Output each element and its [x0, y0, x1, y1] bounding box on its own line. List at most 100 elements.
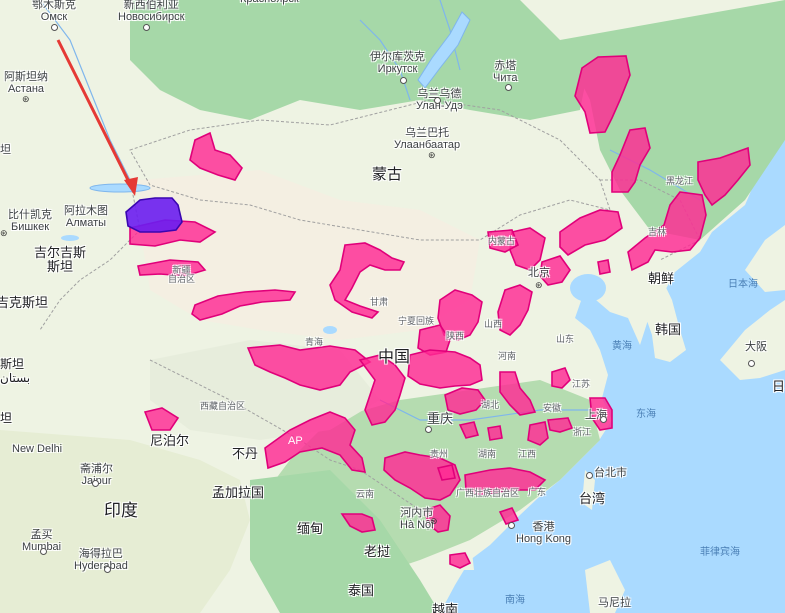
label-almaty-kz: Алматы — [65, 216, 107, 229]
highlight-region-liaoning[interactable] — [559, 209, 623, 257]
highlight-region-guizhou[interactable] — [383, 451, 461, 501]
taiwan-island — [582, 470, 595, 510]
label-xinjiang-1: 新疆 — [172, 265, 191, 275]
highlight-region-tibet-west[interactable] — [143, 407, 180, 431]
label-shanxi: 山西 — [484, 319, 503, 329]
highlight-region-tibet-east[interactable] — [264, 411, 367, 473]
label-chita: 赤塔 Чита — [493, 60, 518, 84]
label-philippine-sea: 菲律宾海 — [700, 547, 740, 558]
highlight-region-xinjiang-north[interactable] — [189, 131, 243, 181]
qinghai-lake — [323, 326, 337, 334]
highlight-region-guangdong[interactable] — [464, 467, 547, 496]
label-new-delhi: New Delhi — [12, 443, 63, 455]
southeast-asia-forest — [250, 470, 440, 613]
label-japan: 日本 — [772, 379, 785, 394]
city-dot-omsk — [51, 24, 58, 31]
highlight-region-hubei-east[interactable] — [499, 371, 537, 416]
philippines-land — [585, 560, 625, 613]
label-gansu: 甘肃 — [370, 297, 389, 307]
highlight-region-anhui[interactable] — [551, 367, 571, 389]
highlight-region-heilongjiang[interactable] — [611, 127, 651, 193]
label-qinghai: 青海 — [305, 337, 324, 347]
highlight-region-northeast-top[interactable] — [574, 55, 631, 134]
label-omsk: 鄂木斯克 Омск — [32, 0, 76, 23]
highlight-region-guangxi[interactable] — [424, 504, 451, 533]
city-dot-chita — [505, 84, 512, 91]
capital-star-astana: ⊛ — [22, 94, 30, 104]
highlight-region-hebei[interactable] — [509, 227, 546, 271]
label-hyderabad-cn: 海得拉巴 — [78, 548, 123, 560]
label-ap-partial: AP — [288, 435, 303, 447]
label-korea-south: 韩国 — [655, 322, 682, 337]
label-irkutsk-ru: Иркутск — [377, 62, 418, 75]
label-manila: 马尼拉 — [598, 597, 631, 609]
highlight-region-sichuan[interactable] — [358, 354, 406, 426]
label-guizhou: 贵州 — [430, 449, 449, 459]
label-hunan: 湖南 — [478, 449, 497, 459]
label-almaty: 阿拉木图 Алматы — [64, 205, 108, 229]
selected-region[interactable] — [125, 197, 183, 233]
highlight-region-beijing[interactable] — [539, 255, 571, 286]
label-mumbai-en: Mumbai — [22, 540, 62, 553]
label-guangdong: 广东 — [528, 487, 547, 497]
highlight-region-shanghai[interactable] — [589, 397, 613, 431]
highlight-region-chongqing[interactable] — [444, 387, 487, 415]
lake-balkhash — [89, 183, 151, 193]
japan-islands — [720, 300, 785, 380]
label-south-sea: 南海 — [505, 595, 525, 606]
label-east-sea: 东海 — [636, 409, 656, 420]
highlight-region-xinjiang-south[interactable] — [137, 259, 207, 277]
highlight-region-hainan[interactable] — [449, 552, 472, 569]
label-kyrgyz-1: 吉尔吉斯 — [34, 245, 87, 260]
highlight-region-guangdong-south[interactable] — [498, 507, 520, 525]
highlight-region-yunnan[interactable] — [340, 513, 376, 533]
highlight-region-hubei[interactable] — [407, 349, 483, 389]
highlight-region-hunan-west[interactable] — [458, 421, 480, 439]
label-xinjiang-2: 自治区 — [168, 274, 196, 285]
highlight-region-tarim[interactable] — [191, 289, 297, 321]
label-shaanxi: 陕西 — [446, 331, 465, 341]
highlight-region-qinghai[interactable] — [246, 344, 372, 391]
highlight-region-dalian[interactable] — [597, 259, 611, 275]
capital-star-hanoi: ⊛ — [430, 516, 438, 526]
capital-star-beijing: ⊛ — [535, 280, 543, 290]
highlight-region-hunan-east[interactable] — [487, 425, 503, 441]
japan-north — [745, 225, 785, 292]
capital-star-ulaanbaatar: ⊛ — [428, 150, 436, 160]
label-chita-ru: Чита — [493, 71, 518, 84]
highlight-region-gansu[interactable] — [329, 242, 406, 319]
highlight-region-jilin[interactable] — [627, 191, 707, 272]
label-hongkong-en: Hong Kong — [516, 532, 572, 545]
label-ulanude-ru: Улан-Удэ — [416, 99, 463, 112]
label-ulanude: 乌兰乌德 Улан-Удэ — [416, 88, 463, 112]
highlight-region-zhejiang[interactable] — [547, 417, 574, 433]
label-hanoi: 河内市 Hà Nội — [400, 507, 434, 531]
label-taipei: 台北市 — [594, 467, 627, 479]
label-hongkong-cn: 香港 — [532, 521, 555, 533]
highlight-region-inner-mongolia[interactable] — [487, 229, 520, 253]
city-dot-ulanude — [434, 97, 441, 104]
label-bishkek-kg: Бишкек — [10, 220, 50, 233]
highlight-region-guangzhou[interactable] — [436, 464, 456, 481]
label-kyrgyz-2: 斯坦 — [47, 258, 74, 274]
label-nepal: 尼泊尔 — [150, 433, 190, 448]
label-myanmar: 缅甸 — [297, 521, 324, 536]
highlight-region-heilongjiang-east[interactable] — [697, 146, 751, 207]
label-chita-cn: 赤塔 — [494, 60, 517, 72]
city-dot-novosibirsk — [143, 24, 150, 31]
label-novosibirsk: 新西伯利亚 Новосибирск — [118, 0, 184, 23]
lake-baikal — [417, 11, 471, 89]
label-yellow-sea: 黄海 — [612, 341, 632, 352]
city-dot-chongqing — [425, 426, 432, 433]
label-korea-north: 朝鲜 — [648, 271, 675, 286]
city-dot-taipei — [586, 472, 593, 479]
highlight-region-shanxi[interactable] — [497, 284, 533, 336]
highlight-region-jiangxi[interactable] — [527, 421, 549, 446]
label-omsk-ru: Омск — [40, 10, 68, 23]
label-nepal-partial: 坦 — [0, 411, 13, 425]
city-dot-mumbai — [40, 548, 47, 555]
highlighted-regions[interactable] — [129, 55, 751, 569]
label-hubei: 湖北 — [481, 400, 500, 410]
